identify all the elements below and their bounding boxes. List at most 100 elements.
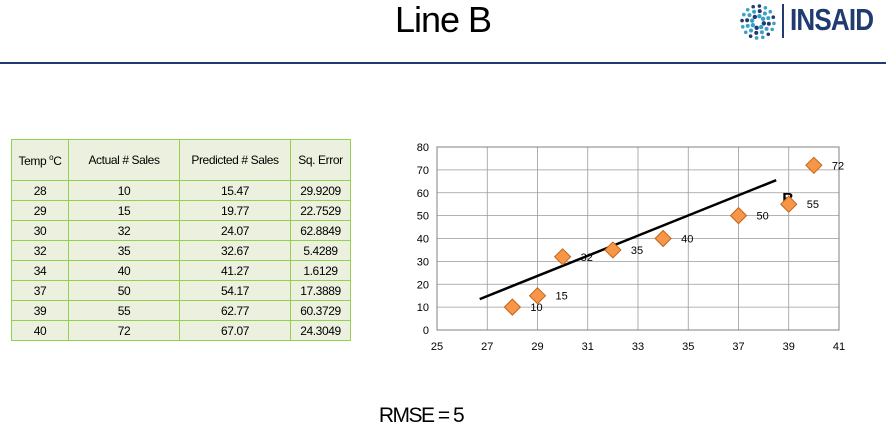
header-actual-sales: Actual # Sales [68, 139, 180, 181]
table-cell: 54.17 [179, 280, 291, 301]
insaid-logo: INSAID [736, 0, 886, 44]
y-tick-label: 60 [417, 188, 429, 200]
table-cell: 15 [68, 200, 180, 221]
header-sq-error: Sq. Error [290, 139, 351, 181]
table-cell: 39 [11, 300, 69, 321]
table-cell: 10 [68, 180, 180, 201]
logo-dot [761, 35, 765, 40]
x-tick-label: 37 [732, 341, 744, 353]
data-label: 40 [681, 234, 693, 246]
table-cell: 24.3049 [290, 320, 351, 341]
data-label: 50 [757, 211, 769, 223]
table-cell: 60.3729 [290, 300, 351, 321]
logo-dot [760, 16, 766, 22]
data-label: 10 [530, 302, 542, 314]
table-cell: 40 [11, 320, 69, 341]
table-cell: 32 [11, 240, 69, 261]
table-cell: 37 [11, 280, 69, 301]
table-cell: 72 [68, 320, 180, 341]
logo-dot [766, 16, 771, 21]
y-tick-label: 40 [417, 234, 429, 246]
slide-title: Line B [394, 0, 492, 40]
y-tick-label: 80 [417, 142, 429, 154]
table-cell: 5.4289 [290, 240, 351, 261]
table-cell: 50 [68, 280, 180, 301]
data-point [654, 229, 672, 248]
data-point [503, 298, 522, 316]
logo-dot [754, 25, 759, 31]
chart-points: 10 15 32 35 40 50 55 72 [503, 156, 844, 316]
logo-dot [759, 30, 764, 35]
logo-dot [757, 4, 762, 8]
logo-dot [766, 21, 771, 26]
y-tick-label: 0 [423, 325, 429, 337]
table-cell: 34 [11, 260, 69, 281]
logo-dot [748, 34, 753, 38]
logo-dot [740, 18, 744, 23]
logo-dot [757, 9, 762, 14]
logo-dot [771, 15, 776, 19]
logo-dot [750, 22, 756, 28]
x-tick-label: 41 [833, 341, 845, 353]
logo-dot [749, 18, 755, 23]
table-row: 37 50 54.17 17.3889 [11, 280, 351, 301]
sales-table: Temp oC Actual # Sales Predicted # Sales… [11, 139, 351, 341]
data-label: 32 [581, 252, 593, 264]
logo-dot [757, 13, 762, 19]
table-cell: 40 [68, 260, 180, 281]
trend-line-b [479, 179, 777, 301]
data-point [729, 206, 748, 225]
table-cell: 67.07 [179, 320, 291, 341]
table-cell: 17.3889 [290, 280, 351, 301]
table-cell: 30 [11, 220, 69, 241]
logo-dot [749, 28, 754, 33]
logo-dot [763, 6, 768, 10]
logo-dot [761, 21, 767, 26]
logo-dot [754, 36, 759, 40]
x-tick-label: 35 [682, 341, 694, 353]
logo-dot [754, 30, 759, 35]
table-cell: 32 [68, 220, 180, 241]
logo-dot [762, 11, 767, 16]
logo-dot [768, 9, 773, 14]
logo-divider [782, 4, 784, 38]
chart-axes: 0 10 20 30 40 50 60 70 80 25 27 29 31 33 35 37 39 41 [417, 142, 845, 353]
x-tick-label: 29 [531, 341, 543, 353]
scatter-chart: 0 10 20 30 40 50 60 70 80 25 27 29 31 33 35 37 39 41 B 10… [417, 142, 845, 353]
y-tick-label: 10 [417, 302, 429, 314]
data-label: 35 [631, 245, 643, 257]
x-tick-label: 39 [783, 341, 795, 353]
logo-dot [743, 30, 748, 35]
x-tick-label: 25 [431, 341, 443, 353]
logo-dot [740, 25, 745, 29]
y-tick-label: 70 [417, 165, 429, 177]
x-tick-label: 33 [632, 341, 644, 353]
table-cell: 19.77 [179, 200, 291, 221]
logo-dot [747, 13, 752, 18]
table-row: 28 10 15.47 29.9209 [11, 180, 351, 201]
rmse-label: RMSE = 5 [378, 404, 465, 427]
table-cell: 24.07 [179, 220, 291, 241]
header-temp: Temp oC [11, 139, 69, 181]
table-cell: 62.8849 [290, 220, 351, 241]
logo-dot [766, 32, 771, 37]
logo-dot [742, 12, 746, 17]
table-row: 40 72 67.07 24.3049 [11, 320, 351, 341]
table-cell: 41.27 [179, 260, 291, 281]
y-tick-label: 30 [417, 256, 429, 268]
chart-gridlines [436, 146, 840, 331]
table-cell: 32.67 [179, 240, 291, 261]
logo-dot [772, 21, 776, 26]
table-row: 34 40 41.27 1.6129 [11, 260, 351, 281]
logo-dot [751, 4, 755, 9]
table-row: 30 32 24.07 62.8849 [11, 220, 351, 241]
plot-area-border [436, 146, 840, 331]
logo-dot [745, 7, 750, 12]
table-row: 32 35 32.67 5.4289 [11, 240, 351, 261]
table-cell: 35 [68, 240, 180, 261]
logo-dot [745, 23, 750, 28]
data-point [553, 248, 572, 266]
data-label: 72 [832, 160, 844, 172]
logo-dot [752, 9, 757, 14]
table-cell: 15.47 [179, 180, 291, 201]
